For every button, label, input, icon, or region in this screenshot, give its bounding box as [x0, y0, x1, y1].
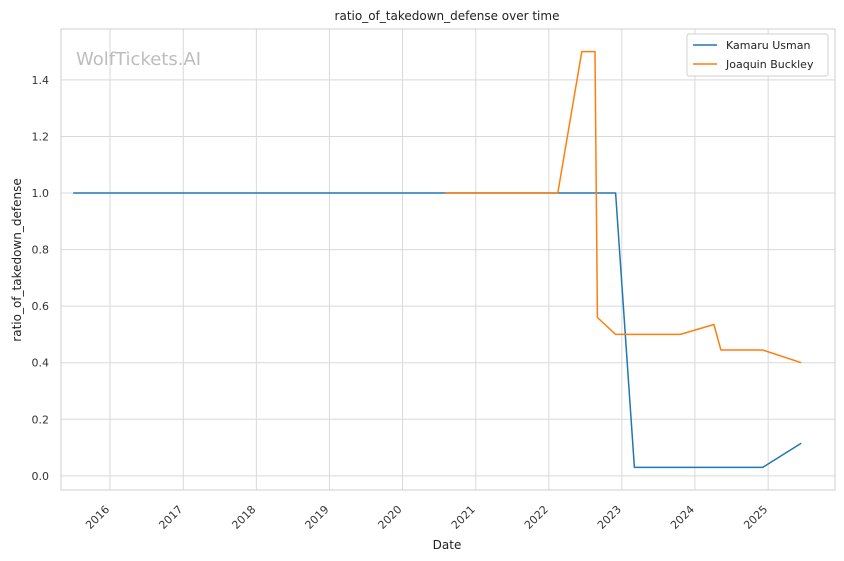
- y-tick-label: 1.0: [32, 187, 50, 200]
- series-layer: [73, 50, 802, 469]
- y-tick-label: 0.8: [32, 244, 50, 257]
- legend-label-joaquin-buckley: Joaquin Buckley: [725, 58, 814, 71]
- y-tick-label: 1.4: [32, 74, 50, 87]
- y-tick-label: 0.4: [32, 357, 50, 370]
- y-tick-label: 0.6: [32, 300, 50, 313]
- y-tick-label: 0.0: [32, 470, 50, 483]
- x-axis-label: Date: [433, 538, 462, 552]
- legend-box: [686, 33, 829, 77]
- y-tick-label: 1.2: [32, 130, 50, 143]
- legend-label-kamaru-usman: Kamaru Usman: [726, 39, 810, 52]
- series-line-joaquin-buckley: [445, 50, 802, 364]
- plot-area: [60, 28, 836, 491]
- y-axis-label: ratio_of_takedown_defense: [10, 178, 24, 341]
- y-axis-ticks: 0.0 0.2 0.4 0.6 0.8 1.0 1.2 1.4: [32, 74, 50, 483]
- watermark: WolfTickets.AI: [76, 49, 201, 70]
- chart-title: ratio_of_takedown_defense over time: [335, 9, 560, 23]
- legend: Kamaru Usman Joaquin Buckley: [686, 33, 829, 77]
- y-tick-label: 0.2: [32, 413, 50, 426]
